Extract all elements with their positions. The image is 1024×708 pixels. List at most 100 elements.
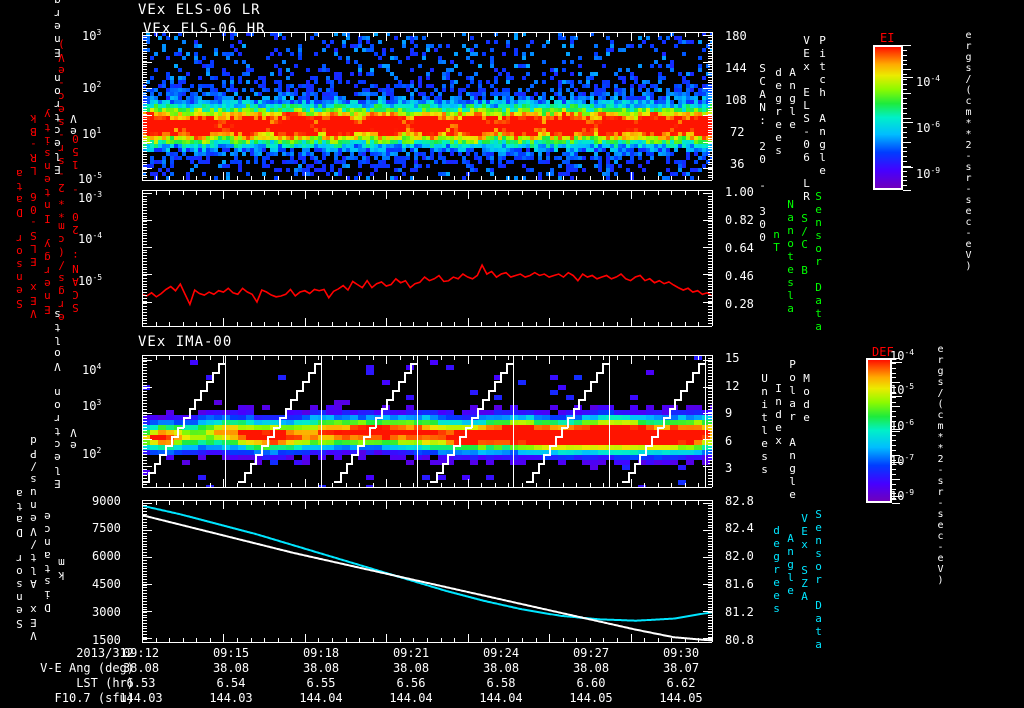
panel1-ytick-bottom: 10-5 (78, 171, 103, 186)
panel2-rtick-064: 0.64 (725, 241, 754, 255)
panel2-left-label-sensor: Sensor Data (13, 167, 26, 310)
table-cell: 6.55 (306, 676, 336, 690)
panel4-ytick-4500: 4500 (92, 577, 121, 591)
panel1-title-lr: VEx ELS-06 LR (138, 2, 261, 18)
panel2-frame (127, 185, 727, 351)
colorbar1-tick-1e-6: 10-6 (916, 120, 941, 135)
table-cell: 6.58 (486, 676, 516, 690)
panel4-rtick-828: 82.8 (725, 494, 754, 508)
panel3-rtick-9: 9 (725, 406, 733, 420)
panel2-right-label-scb: S/C B (798, 212, 811, 277)
panel1-ytick-1000: 103 (82, 28, 102, 43)
table-cell: 6.60 (576, 676, 606, 690)
panel2-left-label-unit: ergs/(cm**2-sr-sec-eV) (55, 38, 68, 324)
panel3-right-label-mode: Mode (800, 372, 813, 424)
panel1-rtick-36: 36 (730, 157, 745, 171)
colorbar1-gradient (873, 45, 903, 190)
table-cell: 09:21 (392, 646, 430, 660)
panel4-right-label-sza: VEx SZA (798, 512, 811, 603)
panel1-right-label-degrees: degrees (772, 66, 785, 157)
colorbar1-tick-1e-4: 10-4 (916, 74, 941, 89)
table-cell: 144.04 (389, 691, 433, 705)
panel3-frame (127, 350, 727, 512)
colorbar1-ticks (903, 42, 917, 193)
panel2-left-label-scan: SCAN: 20 - 150 (69, 132, 82, 314)
table-row: F10.7 (sfu) 144.03 144.03 144.04 144.04 144.0… (0, 691, 760, 706)
panel1-rtick-72: 72 (730, 125, 745, 139)
panel3-ytick-1e3: 103 (82, 398, 102, 413)
table-cell: 38.08 (572, 661, 610, 675)
panel4-left-label-distance: Distance (41, 510, 54, 614)
panel2-right-label-sensor: Sensor Data (812, 190, 825, 333)
table-cell: 144.03 (119, 691, 163, 705)
colorbar2-tick-1e-7: 10-7 (890, 453, 915, 468)
table-cell: 09:12 (122, 646, 160, 660)
panel2-rtick-028: 0.28 (725, 297, 754, 311)
panel4-rtick-808: 80.8 (725, 633, 754, 647)
colorbar1-title: EI (880, 31, 895, 45)
table-row-label: LST (hr) (76, 676, 134, 690)
panel4-rtick-824: 82.4 (725, 521, 754, 535)
panel4-left-label-km: km (55, 556, 68, 582)
table-row: V-E Ang (deg) 38.08 38.08 38.08 38.08 38.08 38… (0, 661, 760, 676)
panel3-ytick-1e2: 102 (82, 446, 102, 461)
panel3-rtick-12: 12 (725, 379, 740, 393)
panel2-right-label-nt: nT (770, 228, 783, 254)
table-cell: 144.05 (659, 691, 703, 705)
colorbar2-tick-1e-5: 10-5 (890, 382, 915, 397)
table-row-label: F10.7 (sfu) (54, 691, 134, 705)
panel3-title: VEx IMA-00 (138, 334, 233, 350)
panel2-rtick-046: 0.46 (725, 269, 754, 283)
panel1-frame (127, 27, 727, 205)
table-cell: 144.04 (299, 691, 343, 705)
panel1-right-label-pitch: Pitch Angle (816, 34, 829, 177)
panel1-right-label-scan: SCAN: 20 - 300 (756, 62, 769, 244)
panel4-rtick-816: 81.6 (725, 577, 754, 591)
table-cell: 144.03 (209, 691, 253, 705)
table-cell: 09:27 (572, 646, 610, 660)
panel2-left-label-inst: VEx ELS-06 LR-Bk (27, 112, 40, 320)
panel4-rtick-812: 81.2 (725, 605, 754, 619)
panel3-left-axis-label: Electron Volts (51, 308, 64, 490)
table-cell: 6.54 (216, 676, 246, 690)
colorbar1-unit-label: ergs/(cm**2-sr-sec-eV) (963, 30, 974, 272)
table-cell: 6.56 (396, 676, 426, 690)
table-cell: 38.07 (662, 661, 700, 675)
table-cell: 09:24 (482, 646, 520, 660)
panel4-left-label-alt: VEx Alt/Venus/Pd (27, 434, 40, 642)
table-cell: 38.08 (392, 661, 430, 675)
panel4-ytick-3000: 3000 (92, 605, 121, 619)
panel4-rtick-820: 82.0 (725, 549, 754, 563)
table-cell: 09:18 (302, 646, 340, 660)
colorbar2-title: DEF (872, 345, 894, 359)
panel3-rtick-6: 6 (725, 434, 733, 448)
panel2-rtick-100: 1.00 (725, 185, 754, 199)
panel2-left-label-quantity: Energy Intensity (41, 108, 54, 316)
panel3-right-label-index: Index (772, 382, 785, 447)
table-cell: 38.08 (302, 661, 340, 675)
panel2-ytick-1e-4: 10-4 (78, 231, 103, 246)
panel3-left-axis-unit: eV (67, 426, 80, 452)
panel3-ytick-1e4: 104 (82, 362, 102, 377)
panel2-rtick-082: 0.82 (725, 213, 754, 227)
panel3-right-label-unitless: Unitless (758, 372, 771, 476)
colorbar1-tick-1e-9: 10-9 (916, 166, 941, 181)
table-cell: 144.05 (569, 691, 613, 705)
panel2-right-label-nanotesla: Nanotesla (784, 198, 797, 315)
panel4-ytick-9000: 9000 (92, 494, 121, 508)
table-row-label: V-E Ang (deg) (40, 661, 134, 675)
table-cell: 6.53 (126, 676, 156, 690)
panel4-ytick-1500: 1500 (92, 633, 121, 647)
table-row: LST (hr) 6.53 6.54 6.55 6.56 6.58 6.60 6.62 (0, 676, 760, 691)
colorbar2-tick-1e-4: 10-4 (890, 348, 915, 363)
table-cell: 09:30 (662, 646, 700, 660)
panel4-left-label-sensor: Sensor Data (13, 487, 26, 630)
panel4-frame (127, 495, 727, 667)
panel4-right-label-degrees: degrees (770, 524, 783, 615)
table-row: 2013/312 09:12 09:15 09:18 09:21 09:24 09:27 09… (0, 646, 760, 661)
panel4-right-label-sensor: Sensor Data (812, 508, 825, 651)
panel4-ytick-7500: 7500 (92, 521, 121, 535)
colorbar2-ticks (892, 355, 904, 506)
panel3-right-label-polar: Polar Angle (786, 358, 799, 501)
